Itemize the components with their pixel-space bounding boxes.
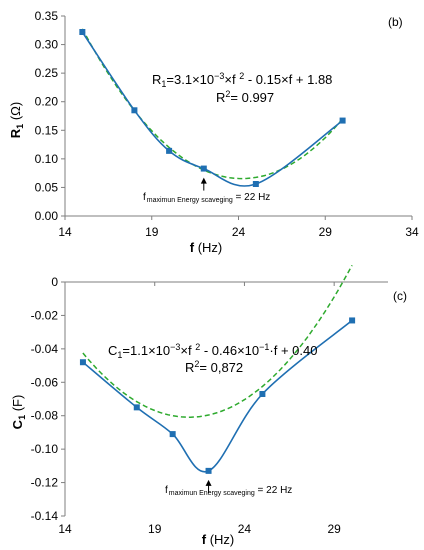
- chart-c-y-tick-label: -0.08: [31, 409, 59, 423]
- chart-c-x-axis-label: f (Hz): [202, 532, 235, 547]
- chart-b-data-point: [166, 147, 173, 154]
- chart-c-panel-label: (c): [393, 289, 407, 303]
- chart-c-y-tick-label: -0.10: [31, 442, 59, 456]
- chart-c-plot-area: [64, 264, 388, 516]
- chart-c-data-point: [259, 390, 266, 397]
- chart-b-x-tick-label: 24: [232, 225, 246, 239]
- chart-b-data-point: [252, 181, 259, 187]
- chart-c-data-point: [169, 431, 176, 438]
- chart-c-x-tick-label: 19: [148, 522, 162, 536]
- chart-c-y-tick-label: 0: [51, 275, 58, 289]
- chart-c-y-axis-label: C1 (F): [10, 395, 27, 430]
- chart-b-y-tick-label: 0.15: [35, 123, 59, 137]
- chart-c-y-tick-label: -0.06: [31, 375, 59, 389]
- chart-c-y-tick-label: -0.14: [31, 509, 59, 523]
- chart-b-x-ticks: 14 19 24 29 34: [58, 216, 419, 239]
- chart-c-r2: R2= 0,872: [185, 359, 243, 375]
- chart-b-y-tick-label: 0.05: [35, 180, 59, 194]
- chart-b-equation: R1=3.1×10−3×f 2 - 0.15×f + 1.88: [152, 71, 332, 89]
- chart-b-annotation-arrow-head: [200, 177, 207, 184]
- chart-b-y-tick-label: 0.00: [35, 209, 59, 223]
- chart-b-data-point: [339, 117, 346, 124]
- chart-c-y-tick-label: -0.02: [31, 308, 59, 322]
- chart-c-x-tick-label: 14: [58, 522, 72, 536]
- chart-b-data-point: [200, 165, 207, 172]
- chart-b-data-point: [131, 107, 138, 114]
- chart-b-data-point: [79, 29, 86, 35]
- chart-b-x-tick-label: 29: [319, 225, 333, 239]
- chart-c-data-point: [133, 404, 140, 411]
- chart-b-x-tick-label: 14: [58, 225, 72, 239]
- chart-b-x-tick-label: 34: [405, 225, 419, 239]
- chart-c: -0.14-0.12-0.10-0.08-0.06-0.04-0.020 14 1…: [10, 264, 407, 547]
- chart-b-y-tick-label: 0.30: [35, 38, 59, 52]
- chart-b-y-tick-label: 0.25: [35, 66, 59, 80]
- chart-b-series-line: [81, 31, 344, 187]
- chart-c-x-ticks: 14 19 24 29: [58, 282, 341, 536]
- chart-b-x-axis-label: f (Hz): [190, 240, 223, 255]
- chart-c-equation: C1=1.1×10−3×f 2 - 0.46×10−1·f + 0.40: [108, 342, 317, 360]
- chart-b-fit-curve: [81, 28, 344, 180]
- chart-c-y-tick-label: -0.04: [31, 342, 59, 356]
- chart-c-data-point: [205, 467, 212, 474]
- chart-b-plot-area: [64, 16, 412, 217]
- chart-b: 0.00 0.05 0.10 0.15 0.20 0.25 0.30 0.35 14 19 24 2…: [8, 9, 419, 255]
- chart-b-x-tick-label: 19: [145, 225, 159, 239]
- chart-c-x-tick-label: 29: [327, 522, 341, 536]
- chart-b-y-ticks: 0.00 0.05 0.10 0.15 0.20 0.25 0.30 0.35: [35, 9, 65, 223]
- chart-b-y-tick-label: 0.20: [35, 95, 59, 109]
- chart-c-annotation-arrow-head: [205, 479, 212, 486]
- chart-c-x-tick-label: 24: [238, 522, 252, 536]
- chart-b-panel-label: (b): [388, 15, 403, 29]
- chart-c-data-point: [79, 359, 86, 366]
- chart-c-annotation-label: fmaximun Energy scaveging = 22 Hz: [165, 485, 292, 497]
- chart-b-r2: R2= 0.997: [216, 89, 274, 105]
- chart-b-y-axis-label: R1 (Ω): [8, 102, 25, 138]
- chart-b-y-tick-label: 0.10: [35, 152, 59, 166]
- chart-c-y-tick-label: -0.12: [31, 476, 59, 490]
- chart-b-annotation-label: fmaximun Energy scaveging = 22 Hz: [143, 192, 270, 204]
- chart-c-y-ticks: -0.14 -0.12 -0.10 -0.08 -0.06 -0.04 -0.02 0: [31, 275, 65, 523]
- chart-c-data-point: [349, 317, 356, 324]
- chart-b-y-tick-label: 0.35: [35, 9, 59, 23]
- chart-c-fit-curve: [82, 264, 353, 418]
